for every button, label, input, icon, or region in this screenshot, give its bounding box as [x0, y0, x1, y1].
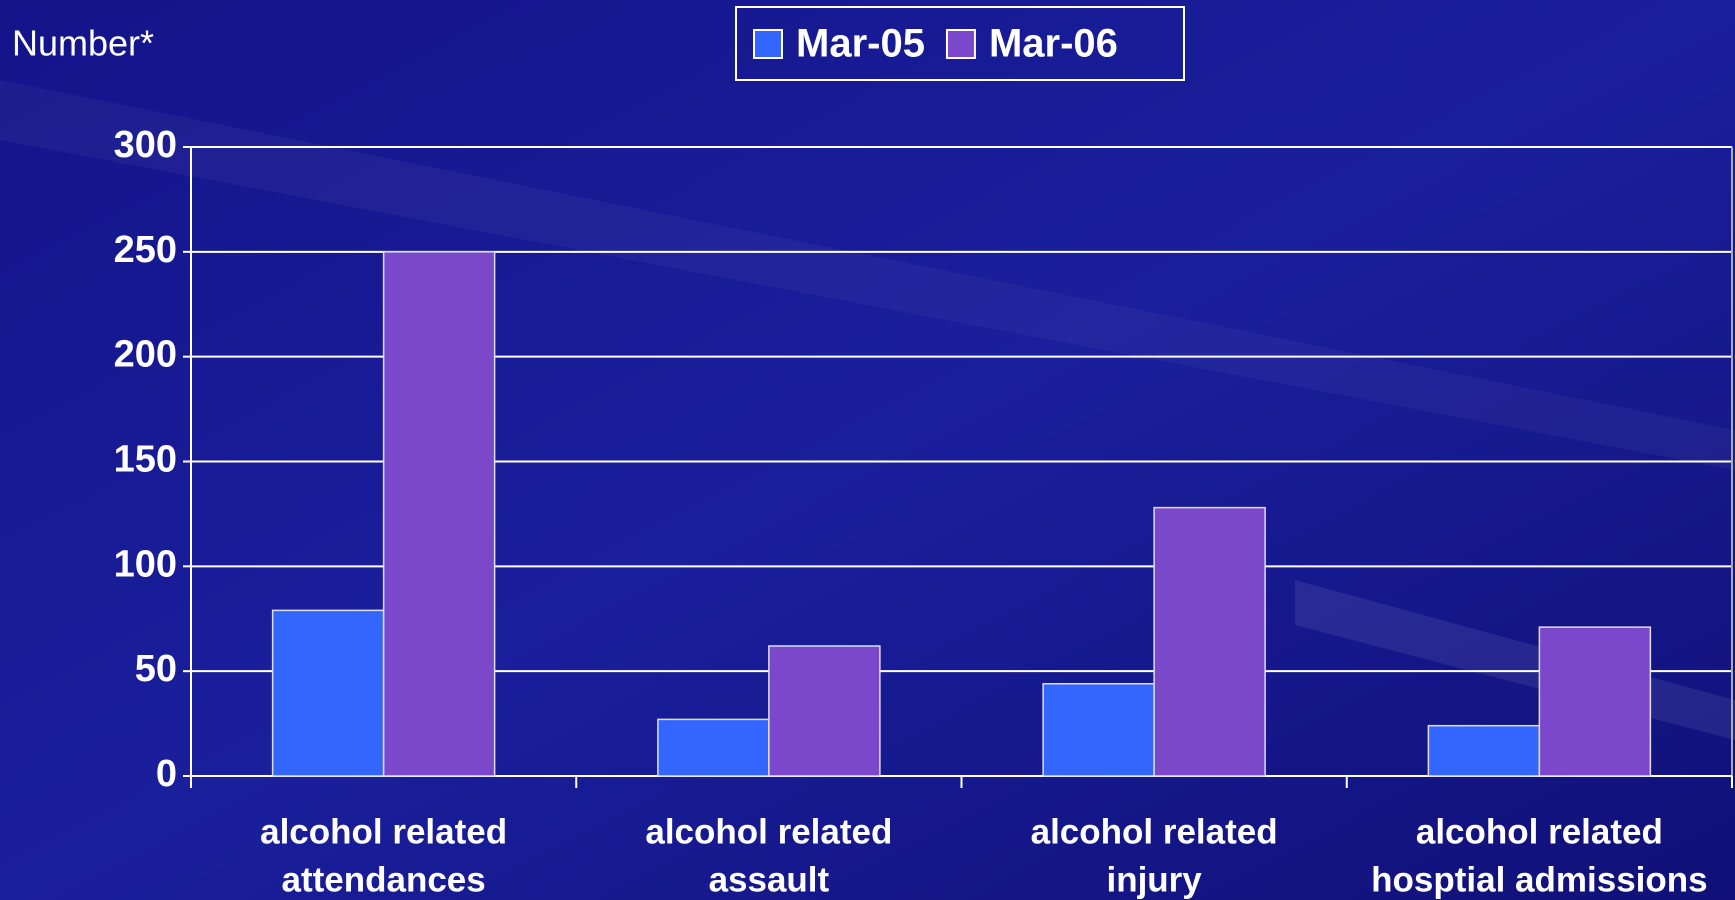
- x-tick-label: alcohol related: [260, 812, 507, 851]
- y-tick-label: 0: [156, 753, 177, 795]
- x-tick-label: hosptial admissions: [1371, 860, 1707, 899]
- x-tick-label: injury: [1106, 860, 1202, 899]
- y-tick-label: 100: [114, 543, 177, 585]
- y-tick-label: 150: [114, 439, 177, 481]
- y-tick-label: 300: [114, 124, 177, 166]
- x-tick-label: attendances: [282, 860, 486, 899]
- x-tick-label: alcohol related: [1416, 812, 1663, 851]
- legend-label: Mar-05: [796, 22, 925, 66]
- bar: [1153, 506, 1266, 777]
- legend-swatch: [945, 29, 976, 59]
- bar: [1042, 682, 1155, 777]
- y-tick-label: 200: [114, 334, 177, 376]
- y-axis-label: Number*: [12, 23, 154, 64]
- x-tick-label: assault: [709, 860, 830, 899]
- bar: [1427, 724, 1541, 777]
- legend-swatch: [753, 29, 783, 59]
- bar: [657, 718, 770, 777]
- legend-label: Mar-06: [989, 22, 1118, 66]
- x-tick-label: alcohol related: [645, 812, 892, 851]
- bar: [1538, 626, 1652, 777]
- background-streak: [0, 80, 1735, 470]
- legend-box: [735, 6, 1185, 81]
- bar: [382, 251, 496, 777]
- bar: [768, 645, 881, 777]
- y-tick-label: 250: [114, 229, 177, 271]
- y-tick-label: 50: [135, 648, 177, 690]
- x-tick-label: alcohol related: [1031, 812, 1278, 851]
- bar: [271, 609, 385, 777]
